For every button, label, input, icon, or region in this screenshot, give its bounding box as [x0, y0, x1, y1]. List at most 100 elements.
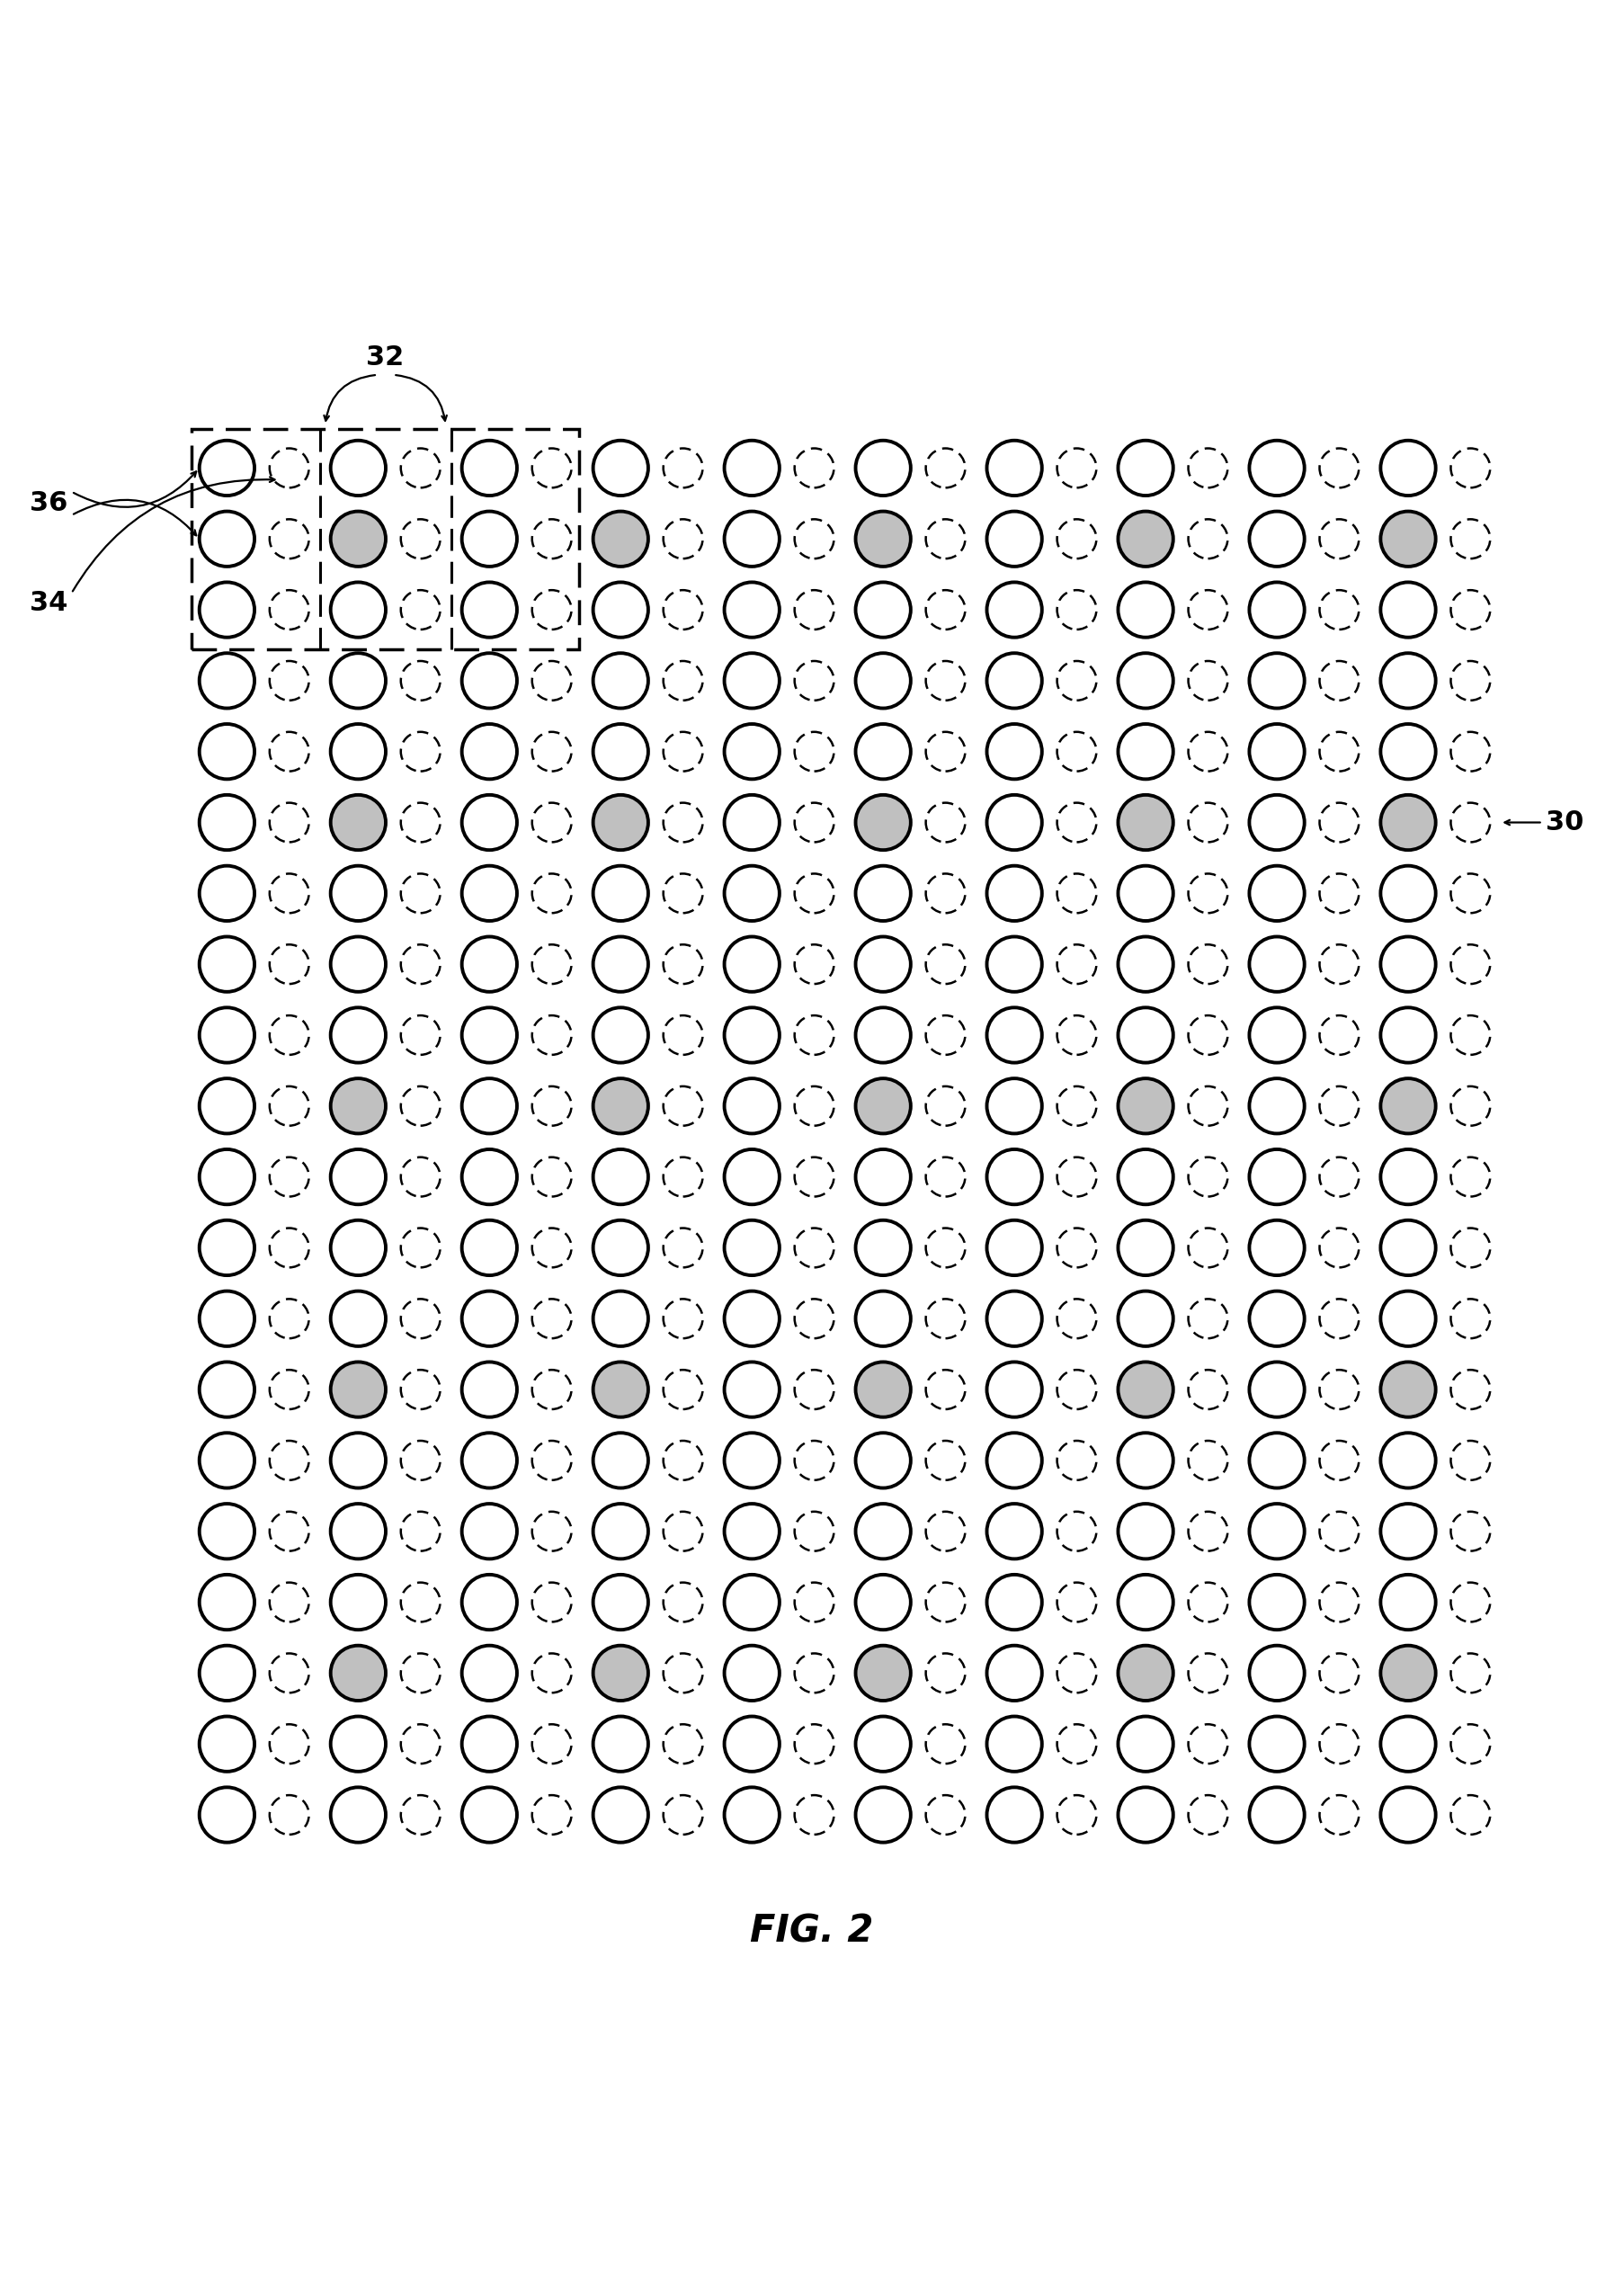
Circle shape	[331, 512, 386, 567]
Circle shape	[925, 1371, 964, 1410]
Circle shape	[1319, 1582, 1358, 1621]
Circle shape	[1188, 1511, 1227, 1552]
Circle shape	[1380, 1219, 1435, 1274]
Text: 30: 30	[1545, 810, 1582, 836]
Circle shape	[724, 1290, 779, 1345]
Circle shape	[855, 1786, 911, 1841]
Circle shape	[1319, 1440, 1358, 1481]
Circle shape	[461, 1646, 516, 1701]
Circle shape	[401, 1795, 440, 1835]
Circle shape	[724, 1150, 779, 1205]
Circle shape	[269, 804, 308, 843]
Circle shape	[662, 1015, 703, 1054]
Circle shape	[855, 1008, 911, 1063]
Circle shape	[1057, 944, 1096, 985]
Circle shape	[592, 1219, 648, 1274]
Circle shape	[532, 1228, 571, 1267]
Circle shape	[662, 1440, 703, 1481]
Circle shape	[592, 441, 648, 496]
Circle shape	[1188, 1228, 1227, 1267]
Circle shape	[1248, 1150, 1303, 1205]
Circle shape	[1188, 1440, 1227, 1481]
Circle shape	[987, 512, 1042, 567]
Circle shape	[1057, 448, 1096, 487]
Circle shape	[1319, 1724, 1358, 1763]
Circle shape	[1248, 441, 1303, 496]
Text: 36: 36	[29, 491, 68, 517]
Circle shape	[1188, 732, 1227, 771]
Circle shape	[331, 866, 386, 921]
Circle shape	[592, 937, 648, 992]
Circle shape	[1248, 1504, 1303, 1559]
Circle shape	[1188, 875, 1227, 914]
Circle shape	[1319, 1086, 1358, 1125]
Circle shape	[592, 1504, 648, 1559]
Circle shape	[269, 1228, 308, 1267]
Circle shape	[662, 1228, 703, 1267]
Circle shape	[461, 1575, 516, 1630]
Circle shape	[1380, 1079, 1435, 1134]
Circle shape	[987, 583, 1042, 638]
Circle shape	[925, 1724, 964, 1763]
Circle shape	[855, 1150, 911, 1205]
Circle shape	[592, 1575, 648, 1630]
Circle shape	[1057, 732, 1096, 771]
Circle shape	[1319, 1015, 1358, 1054]
Circle shape	[724, 652, 779, 707]
Circle shape	[401, 875, 440, 914]
Circle shape	[1319, 1795, 1358, 1835]
Circle shape	[1057, 1228, 1096, 1267]
Circle shape	[592, 723, 648, 778]
Circle shape	[1248, 1290, 1303, 1345]
Circle shape	[592, 1362, 648, 1417]
Circle shape	[1319, 1157, 1358, 1196]
Circle shape	[401, 1228, 440, 1267]
Circle shape	[925, 1653, 964, 1692]
Circle shape	[401, 590, 440, 629]
Circle shape	[1248, 1362, 1303, 1417]
Circle shape	[1057, 1371, 1096, 1410]
Circle shape	[1449, 590, 1490, 629]
Circle shape	[1248, 512, 1303, 567]
Circle shape	[532, 804, 571, 843]
Circle shape	[855, 583, 911, 638]
Circle shape	[461, 866, 516, 921]
Circle shape	[1449, 804, 1490, 843]
Circle shape	[532, 1653, 571, 1692]
Circle shape	[724, 1786, 779, 1841]
Circle shape	[331, 583, 386, 638]
Circle shape	[1188, 519, 1227, 558]
Circle shape	[200, 1219, 255, 1274]
Circle shape	[401, 661, 440, 700]
Circle shape	[1118, 1646, 1172, 1701]
Circle shape	[1449, 732, 1490, 771]
Circle shape	[331, 794, 386, 850]
Circle shape	[855, 866, 911, 921]
Circle shape	[401, 1582, 440, 1621]
Circle shape	[401, 1157, 440, 1196]
Circle shape	[401, 1653, 440, 1692]
Circle shape	[269, 944, 308, 985]
Circle shape	[592, 652, 648, 707]
Circle shape	[662, 1511, 703, 1552]
Circle shape	[1188, 1015, 1227, 1054]
Circle shape	[724, 866, 779, 921]
Circle shape	[1057, 875, 1096, 914]
Circle shape	[1449, 1582, 1490, 1621]
Circle shape	[987, 937, 1042, 992]
Circle shape	[855, 1290, 911, 1345]
Circle shape	[461, 512, 516, 567]
Circle shape	[1449, 944, 1490, 985]
Circle shape	[1188, 1582, 1227, 1621]
Circle shape	[461, 794, 516, 850]
Circle shape	[532, 1015, 571, 1054]
Circle shape	[200, 1290, 255, 1345]
Circle shape	[1380, 1362, 1435, 1417]
Circle shape	[794, 875, 834, 914]
Circle shape	[592, 1150, 648, 1205]
Circle shape	[724, 441, 779, 496]
Circle shape	[401, 1511, 440, 1552]
Circle shape	[269, 590, 308, 629]
Circle shape	[532, 1440, 571, 1481]
Circle shape	[532, 732, 571, 771]
